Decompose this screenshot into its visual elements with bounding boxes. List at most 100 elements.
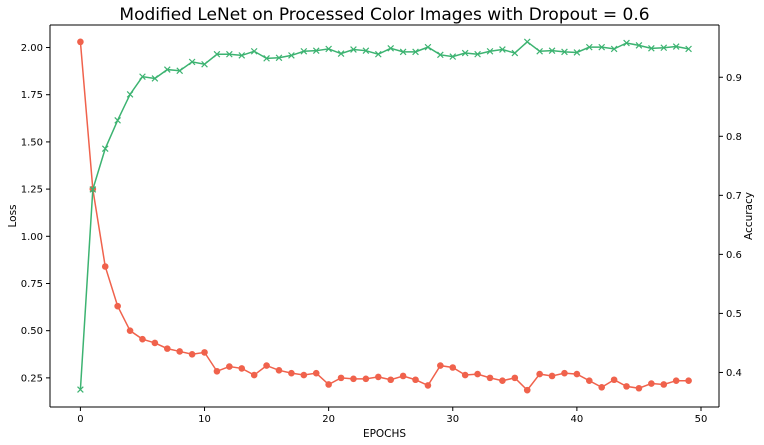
accuracy-point	[573, 49, 581, 56]
accuracy-point	[437, 51, 444, 59]
accuracy-point	[511, 49, 519, 57]
accuracy-point	[263, 55, 270, 62]
loss-point	[672, 377, 680, 385]
accuracy-point	[213, 50, 221, 58]
loss-point	[598, 384, 606, 391]
x-tick-label: 20	[322, 414, 335, 425]
left-y-tick-label: 0.25	[21, 373, 43, 384]
accuracy-point	[449, 53, 457, 60]
loss-point	[648, 380, 655, 387]
accuracy-point	[226, 50, 233, 58]
accuracy-point	[660, 44, 668, 52]
accuracy-point	[89, 186, 97, 193]
loss-point	[523, 386, 531, 394]
loss-point	[387, 376, 395, 384]
loss-point	[474, 370, 481, 378]
accuracy-point	[151, 75, 159, 82]
loss-point	[424, 382, 432, 389]
right-y-tick-label: 0.5	[726, 309, 742, 320]
loss-point	[213, 367, 221, 375]
loss-point	[250, 371, 258, 379]
accuracy-point	[635, 42, 643, 49]
loss-point	[486, 374, 494, 382]
accuracy-point	[350, 46, 357, 53]
right-y-tick-label: 0.9	[726, 73, 742, 84]
x-tick-label: 30	[446, 414, 459, 425]
loss-point	[114, 302, 121, 310]
plot-frame	[49, 24, 720, 408]
x-axis-ticks: 0 10 20 30 40 50	[77, 407, 707, 425]
accuracy-point	[523, 38, 531, 46]
loss-point	[337, 374, 345, 382]
loss-point	[623, 383, 630, 390]
accuracy-point	[424, 43, 432, 51]
loss-point	[449, 364, 457, 371]
accuracy-point	[399, 48, 407, 56]
accuracy-point	[77, 386, 84, 393]
accuracy-point	[561, 48, 568, 56]
right-y-tick-label: 0.7	[726, 191, 742, 202]
accuracy-point	[598, 43, 606, 51]
accuracy-point	[275, 54, 283, 62]
loss-point	[585, 377, 593, 385]
accuracy-point	[114, 117, 121, 124]
loss-point	[412, 376, 419, 384]
loss-point	[226, 363, 233, 370]
accuracy-point	[486, 47, 494, 55]
loss-point	[176, 348, 184, 355]
left-y-tick-label: 1.00	[21, 232, 43, 243]
right-y-tick-label: 0.8	[726, 132, 742, 143]
chart-title: Modified LeNet on Processed Color Images…	[119, 5, 649, 25]
loss-point	[536, 370, 543, 378]
loss-point	[139, 335, 146, 343]
loss-point	[362, 375, 370, 383]
loss-point	[573, 370, 581, 378]
loss-point	[201, 349, 208, 356]
right-y-tick-label: 0.4	[726, 368, 742, 379]
loss-point	[151, 339, 159, 347]
loss-point	[461, 371, 469, 379]
left-y-tick-label: 0.75	[21, 279, 43, 290]
right-y-axis-ticks: 0.4 0.5 0.6 0.7 0.8 0.9	[719, 73, 742, 379]
accuracy-point	[101, 145, 109, 153]
accuracy-point	[585, 43, 593, 51]
loss-point	[325, 381, 332, 388]
accuracy-point	[176, 67, 184, 75]
accuracy-point	[139, 73, 146, 80]
loss-point	[101, 263, 109, 270]
loss-point	[288, 369, 295, 377]
accuracy-point	[499, 46, 506, 53]
accuracy-point	[536, 47, 543, 55]
accuracy-point	[387, 44, 395, 52]
loss-point	[263, 362, 270, 369]
loss-point	[561, 369, 568, 377]
accuracy-point	[685, 45, 692, 53]
loss-point	[275, 367, 283, 374]
left-y-tick-label: 1.75	[21, 90, 43, 101]
accuracy-point	[337, 50, 345, 57]
accuracy-point	[474, 50, 481, 58]
loss-point	[300, 371, 308, 379]
accuracy-point	[201, 60, 208, 68]
left-y-axis-ticks: 0.25 0.50 0.75 1.00 1.25 1.50 1.75 2.00	[21, 43, 50, 384]
accuracy-point	[623, 39, 630, 47]
loss-point	[511, 374, 519, 382]
accuracy-point	[648, 44, 655, 52]
x-axis-label: EPOCHS	[363, 428, 406, 440]
right-y-tick-label: 0.6	[726, 250, 742, 261]
accuracy-point	[610, 45, 618, 53]
left-y-axis-label: Loss	[7, 204, 19, 227]
left-y-tick-label: 1.25	[21, 185, 43, 196]
accuracy-point	[163, 66, 171, 73]
loss-point	[610, 376, 618, 384]
series-layer	[77, 38, 692, 394]
accuracy-line	[79, 40, 689, 390]
loss-point	[350, 375, 357, 383]
accuracy-point	[362, 47, 370, 55]
loss-point	[163, 345, 171, 352]
accuracy-point	[412, 48, 419, 56]
loss-line	[79, 41, 689, 392]
loss-point	[548, 372, 556, 380]
left-y-tick-label: 2.00	[21, 43, 43, 54]
